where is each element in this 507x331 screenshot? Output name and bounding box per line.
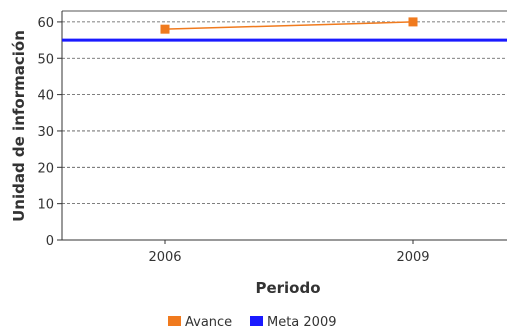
series-group (62, 17, 507, 42)
axes (57, 11, 507, 241)
legend-label-meta-2009: Meta 2009 (267, 315, 337, 330)
avance-point-2009 (408, 17, 418, 27)
y-tick-label-50: 50 (37, 52, 54, 67)
legend-swatch-meta-2009 (250, 316, 263, 326)
y-tick-label-40: 40 (37, 89, 54, 104)
gridlines (57, 10, 507, 241)
y-tick-label-20: 20 (37, 161, 54, 176)
y-tick-label-60: 60 (37, 16, 54, 31)
avance-point-2006 (160, 24, 170, 34)
legend: Avance Meta 2009 (168, 315, 337, 330)
y-tick-label-30: 30 (37, 125, 54, 140)
x-axis-title: Periodo (255, 279, 320, 297)
x-tick-labels: 2006 2009 (148, 240, 430, 265)
series-avance (160, 17, 418, 34)
legend-swatch-avance (168, 316, 181, 326)
avance-line (164, 21, 414, 30)
y-tick-label-10: 10 (37, 198, 54, 213)
y-axis-title: Unidad de información (10, 30, 28, 222)
y-tick-label-0: 0 (46, 234, 54, 249)
x-tick-label-2009: 2009 (396, 250, 429, 265)
legend-label-avance: Avance (185, 315, 232, 330)
y-tick-labels: 0 10 20 30 40 50 60 (37, 16, 54, 249)
x-tick-label-2006: 2006 (148, 250, 181, 265)
